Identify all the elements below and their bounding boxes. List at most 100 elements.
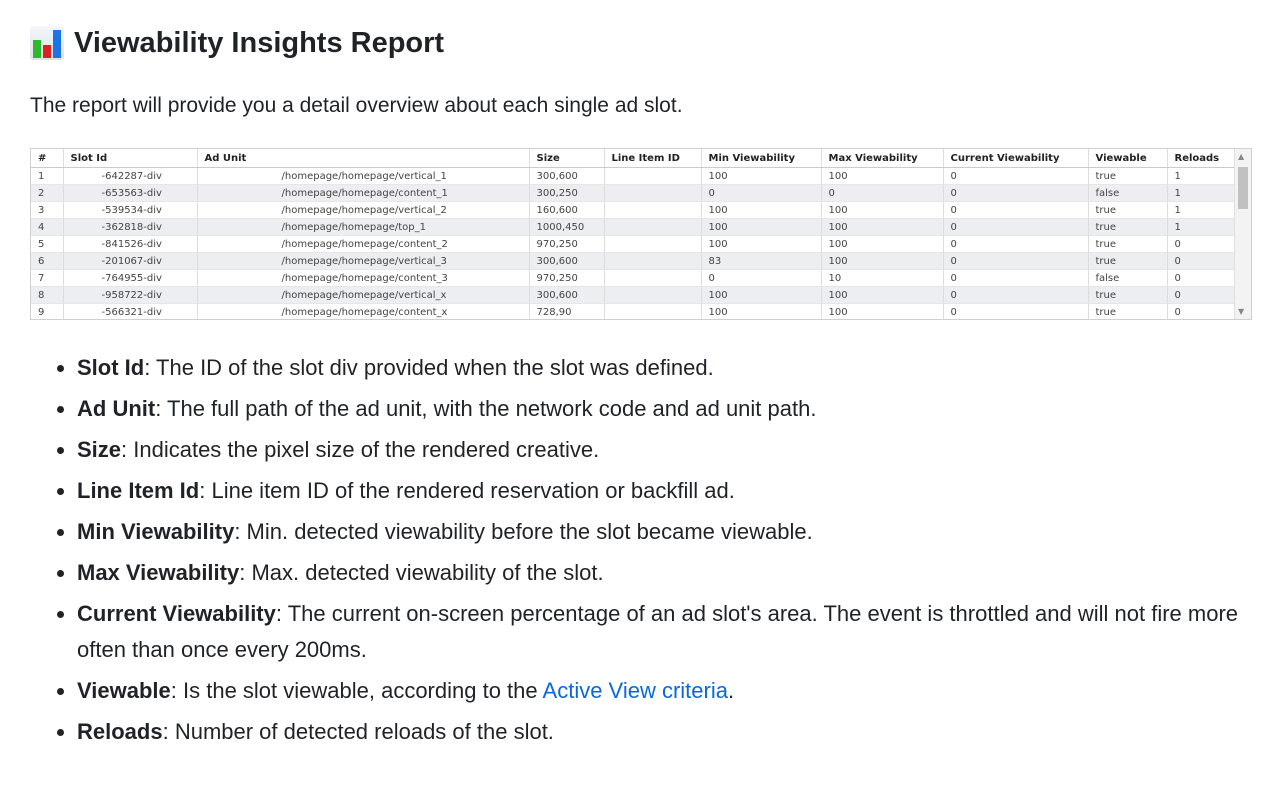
active-view-criteria-link[interactable]: Active View criteria (542, 678, 728, 703)
definition-text: : Is the slot viewable, according to the (170, 678, 543, 703)
definition-term: Ad Unit (77, 396, 156, 421)
cell-text: 2 (38, 187, 45, 199)
table-cell: 10 (821, 269, 944, 287)
cell-text: 300,600 (536, 255, 578, 267)
cell-text: 0 (950, 221, 957, 233)
table-cell: /homepage/homepage/vertical_1 (197, 167, 530, 185)
table-cell: /homepage/homepage/content_x (197, 303, 530, 319)
scroll-thumb[interactable] (1238, 167, 1248, 209)
table-cell: 0 (943, 303, 1089, 319)
cell-text: 10 (828, 272, 842, 284)
cell-text: 0 (1174, 306, 1181, 318)
table-cell: 6 (31, 252, 64, 270)
table-cell: 100 (701, 286, 822, 304)
cell-text: 4 (38, 221, 45, 233)
table-cell: -362818-div (63, 218, 198, 236)
intro-text: The report will provide you a detail ove… (30, 94, 683, 117)
cell-text: 0 (950, 170, 957, 182)
scroll-up-icon[interactable]: ▲ (1238, 152, 1245, 161)
column-header[interactable]: Min Viewability (701, 149, 822, 168)
table-cell: 100 (821, 286, 944, 304)
cell-text: /homepage/homepage/content_2 (281, 238, 448, 250)
definition-text: : Min. detected viewability before the s… (234, 519, 813, 544)
cell-text: 728,90 (536, 306, 572, 318)
cell-text: 0 (828, 187, 835, 199)
definition-text: : The current on-screen percentage of an… (77, 601, 1239, 662)
table-cell: 5 (31, 235, 64, 253)
table-cell: 0 (1167, 235, 1236, 253)
cell-text: true (1095, 238, 1117, 250)
table-cell: -764955-div (63, 269, 198, 287)
table-cell: -539534-div (63, 201, 198, 219)
cell-text: 0 (950, 187, 957, 199)
definition-text: : The full path of the ad unit, with the… (155, 396, 817, 421)
cell-text: /homepage/homepage/vertical_3 (281, 255, 447, 267)
cell-text: 300,600 (536, 289, 578, 301)
table-cell: /homepage/homepage/vertical_x (197, 286, 530, 304)
cell-text: 0 (1174, 289, 1181, 301)
table-scrollbar[interactable]: ▲ ▼ (1234, 149, 1251, 319)
cell-text: /homepage/homepage/vertical_2 (281, 204, 447, 216)
cell-text: 100 (828, 238, 848, 250)
scroll-down-icon[interactable]: ▼ (1238, 307, 1245, 316)
column-header[interactable]: Current Viewability (943, 149, 1089, 168)
table-cell: 0 (701, 184, 822, 202)
column-header[interactable]: Line Item ID (604, 149, 702, 168)
column-header[interactable]: Slot Id (63, 149, 198, 168)
table-cell: 970,250 (529, 235, 605, 253)
table-row[interactable]: 3 -539534-div/homepage/homepage/vertical_… (31, 201, 1236, 219)
table-cell: 100 (821, 303, 944, 319)
table-cell: 100 (821, 201, 944, 219)
bar-chart-icon (30, 26, 64, 60)
definition-item: Current Viewability: The current on-scre… (77, 596, 1267, 668)
cell-text: 300,600 (536, 170, 578, 182)
table-row[interactable]: 9 -566321-div/homepage/homepage/content_x… (31, 303, 1236, 319)
definition-term: Max Viewability (77, 560, 240, 585)
table-row[interactable]: 5 -841526-div/homepage/homepage/content_2… (31, 235, 1236, 253)
table-row[interactable]: 4 -362818-div/homepage/homepage/top_1 1000… (31, 218, 1236, 236)
table-cell: -566321-div (63, 303, 198, 319)
definition-text: : Max. detected viewability of the slot. (239, 560, 604, 585)
definition-term: Slot Id (77, 355, 145, 380)
definition-list: Slot Id: The ID of the slot div provided… (48, 350, 1267, 755)
table-cell: 1 (1167, 201, 1236, 219)
table-cell: 100 (701, 303, 822, 319)
cell-text: -362818-div (101, 221, 162, 233)
column-header[interactable]: Max Viewability (821, 149, 944, 168)
table-row[interactable]: 2 -653563-div/homepage/homepage/content_1… (31, 184, 1236, 202)
column-header[interactable]: Reloads (1167, 149, 1236, 168)
table-cell: -642287-div (63, 167, 198, 185)
column-header[interactable]: # (31, 149, 64, 168)
cell-text: 1000,450 (536, 221, 585, 233)
definition-item: Size: Indicates the pixel size of the re… (77, 432, 1267, 468)
cell-text: /homepage/homepage/content_x (281, 306, 448, 318)
cell-text: 0 (950, 255, 957, 267)
table-row[interactable]: 8 -958722-div/homepage/homepage/vertical_… (31, 286, 1236, 304)
cell-text: 300,250 (536, 187, 578, 199)
cell-text: 9 (38, 306, 45, 318)
table-cell: /homepage/homepage/vertical_2 (197, 201, 530, 219)
table-row[interactable]: 7 -764955-div/homepage/homepage/content_3… (31, 269, 1236, 287)
definition-item: Min Viewability: Min. detected viewabili… (77, 514, 1267, 550)
cell-text: -539534-div (101, 204, 162, 216)
table-row[interactable]: 6 -201067-div/homepage/homepage/vertical_… (31, 252, 1236, 270)
table-row[interactable]: 1 -642287-div/homepage/homepage/vertical_… (31, 167, 1236, 185)
definition-text: : Number of detected reloads of the slot… (162, 719, 554, 744)
cell-text: 0 (708, 272, 715, 284)
column-header[interactable]: Size (529, 149, 605, 168)
definition-item: Line Item Id: Line item ID of the render… (77, 473, 1267, 509)
cell-text: /homepage/homepage/content_3 (281, 272, 448, 284)
cell-text: 0 (708, 187, 715, 199)
definition-term: Min Viewability (77, 519, 235, 544)
cell-text: 100 (828, 289, 848, 301)
column-header[interactable]: Ad Unit (197, 149, 530, 168)
table-cell: /homepage/homepage/content_1 (197, 184, 530, 202)
column-header[interactable]: Viewable (1088, 149, 1168, 168)
table-cell: 0 (943, 235, 1089, 253)
table-cell: true (1088, 167, 1168, 185)
definition-item: Slot Id: The ID of the slot div provided… (77, 350, 1267, 386)
table-cell: 0 (1167, 286, 1236, 304)
table-cell: 0 (1167, 269, 1236, 287)
table-cell: 160,600 (529, 201, 605, 219)
cell-text: 6 (38, 255, 45, 267)
